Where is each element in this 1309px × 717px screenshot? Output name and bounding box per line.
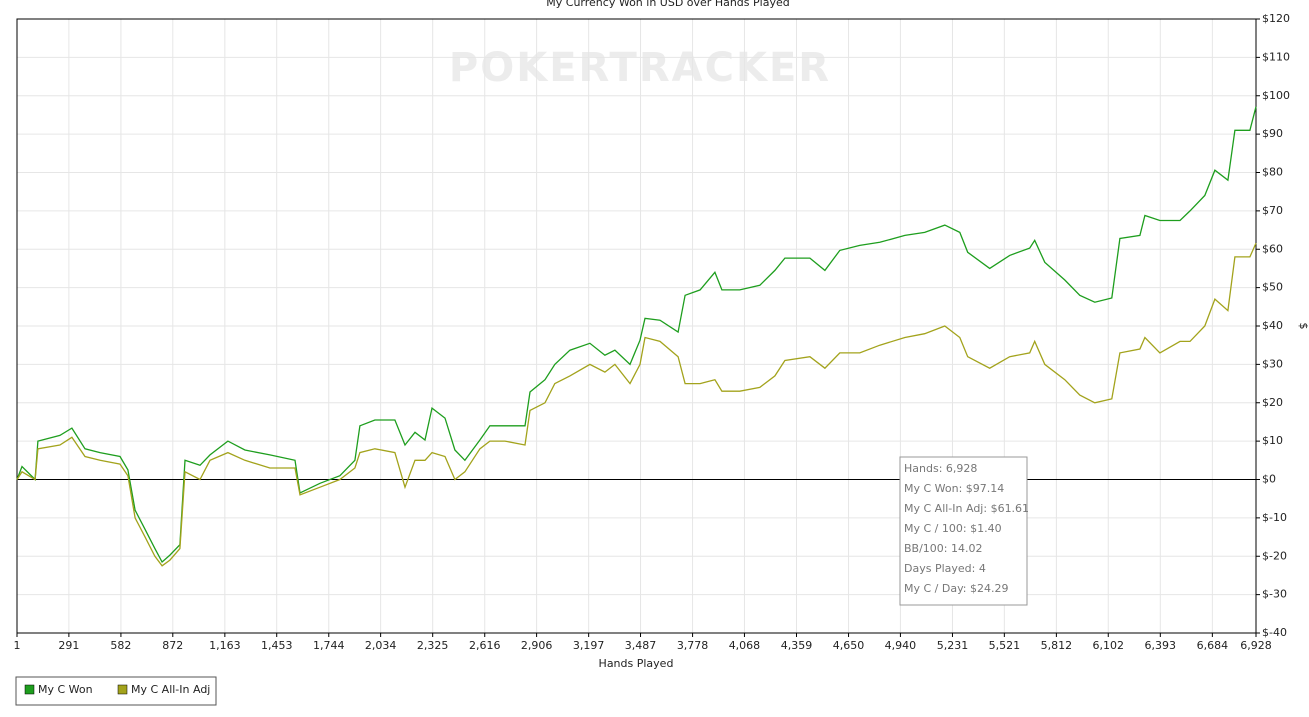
tooltip-line: My C Won: $97.14	[904, 482, 1004, 495]
x-tick-label: 5,521	[989, 639, 1021, 652]
legend-swatch	[24, 684, 35, 695]
x-tick-label: 5,812	[1041, 639, 1073, 652]
x-tick-label: 6,684	[1197, 639, 1229, 652]
tooltip-line: My C All-In Adj: $61.61	[904, 502, 1029, 515]
x-tick-label: 3,487	[625, 639, 657, 652]
x-tick-label: 1,453	[261, 639, 293, 652]
y-tick-label: $40	[1262, 319, 1283, 332]
y-tick-label: $-30	[1262, 588, 1287, 601]
tooltip-line: BB/100: 14.02	[904, 542, 983, 555]
x-tick-label: 4,940	[885, 639, 917, 652]
y-tick-label: $90	[1262, 127, 1283, 140]
watermark: POKERTRACKER	[449, 45, 831, 91]
x-tick-label: 3,197	[573, 639, 605, 652]
y-tick-label: $50	[1262, 281, 1283, 294]
chart-title: My Currency Won in USD over Hands Played	[546, 0, 789, 9]
x-tick-label: 2,034	[365, 639, 397, 652]
y-tick-label: $70	[1262, 204, 1283, 217]
y-tick-label: $30	[1262, 357, 1283, 370]
x-tick-label: 4,650	[833, 639, 865, 652]
x-tick-label: 582	[110, 639, 131, 652]
y-tick-label: $0	[1262, 473, 1276, 486]
tooltip-line: Days Played: 4	[904, 562, 986, 575]
y-tick-label: $20	[1262, 396, 1283, 409]
plot-frame	[16, 18, 1257, 634]
x-tick-label: 1	[14, 639, 21, 652]
tooltip-line: Hands: 6,928	[904, 462, 977, 475]
legend-box	[15, 676, 217, 706]
x-tick-label: 291	[58, 639, 79, 652]
y-tick-label: $10	[1262, 434, 1283, 447]
y-tick-label: $100	[1262, 89, 1290, 102]
grid	[16, 18, 1257, 634]
legend-label: My C Won	[38, 683, 93, 696]
x-tick-label: 2,906	[521, 639, 553, 652]
x-tick-label: 1,744	[313, 639, 345, 652]
tooltip-box	[899, 456, 1028, 606]
x-tick-label: 3,778	[677, 639, 709, 652]
y-tick-label: $80	[1262, 166, 1283, 179]
x-tick-label: 2,325	[417, 639, 449, 652]
x-tick-label: 872	[162, 639, 183, 652]
x-tick-label: 2,616	[469, 639, 501, 652]
x-tick-label: 4,068	[729, 639, 761, 652]
x-tick-label: 1,163	[209, 639, 241, 652]
x-tick-label: 5,231	[937, 639, 969, 652]
y-tick-label: $110	[1262, 50, 1290, 63]
tooltip-line: My C / 100: $1.40	[904, 522, 1002, 535]
y-tick-label: $120	[1262, 12, 1290, 25]
x-tick-label: 6,102	[1093, 639, 1125, 652]
x-tick-label: 4,359	[781, 639, 813, 652]
y-tick-label: $-10	[1262, 511, 1287, 524]
tooltip-line: My C / Day: $24.29	[904, 582, 1009, 595]
y-tick-label: $60	[1262, 242, 1283, 255]
legend-label: My C All-In Adj	[131, 683, 210, 696]
y-axis-label: $	[1297, 323, 1309, 330]
x-tick-label: 6,393	[1145, 639, 1177, 652]
y-tick-label: $-20	[1262, 549, 1287, 562]
y-tick-label: $-40	[1262, 626, 1287, 639]
x-axis-label: Hands Played	[599, 657, 674, 670]
legend-swatch	[117, 684, 128, 695]
series-line	[16, 106, 1257, 564]
x-tick-label: 6,928	[1240, 639, 1272, 652]
series-line	[16, 242, 1257, 567]
tooltip: Hands: 6,928 My C Won: $97.14 My C All-In …	[899, 456, 1029, 606]
